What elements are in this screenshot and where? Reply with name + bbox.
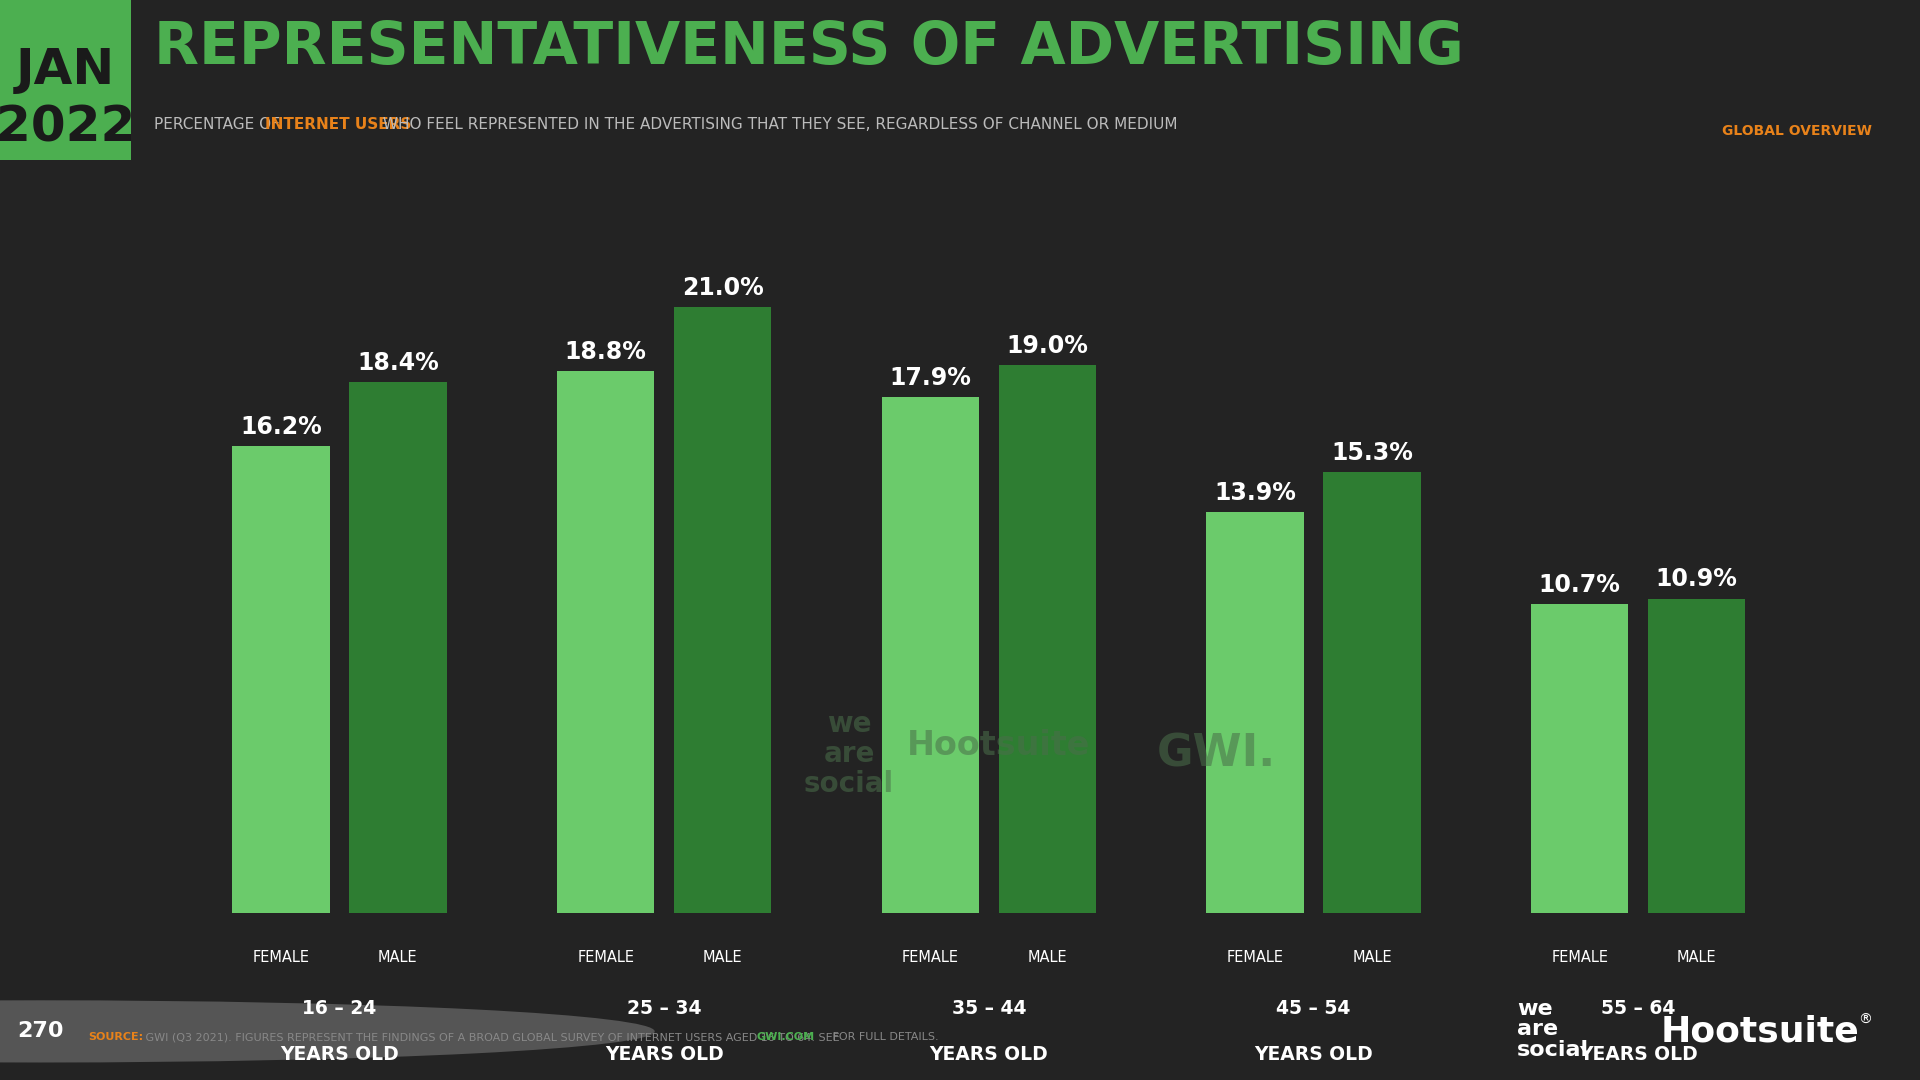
Text: 15.3%: 15.3% [1331, 441, 1413, 464]
Text: INTERNET USERS: INTERNET USERS [265, 117, 411, 132]
Bar [1206, 512, 1304, 913]
Bar [1647, 598, 1745, 913]
Text: 16.2%: 16.2% [240, 415, 323, 438]
Text: 10.9%: 10.9% [1655, 567, 1738, 592]
Text: 270: 270 [17, 1022, 63, 1041]
Text: YEARS OLD: YEARS OLD [1578, 1045, 1697, 1064]
Text: PERCENTAGE OF: PERCENTAGE OF [154, 117, 284, 132]
Text: 21.0%: 21.0% [682, 276, 764, 300]
Text: FEMALE: FEMALE [252, 950, 309, 966]
Text: ®: ® [1859, 1013, 1872, 1027]
Text: GWI.COM: GWI.COM [756, 1032, 814, 1042]
Text: MALE: MALE [1027, 950, 1068, 966]
Text: 13.9%: 13.9% [1213, 481, 1296, 504]
Bar [557, 370, 655, 913]
Bar [881, 396, 979, 913]
Bar [0, 0, 131, 160]
Text: FEMALE: FEMALE [1551, 950, 1609, 966]
Text: Hootsuite: Hootsuite [906, 729, 1091, 762]
Text: GLOBAL OVERVIEW: GLOBAL OVERVIEW [1722, 124, 1872, 138]
Text: we
are
social: we are social [1517, 999, 1590, 1061]
Text: GWI (Q3 2021). FIGURES REPRESENT THE FINDINGS OF A BROAD GLOBAL SURVEY OF INTERN: GWI (Q3 2021). FIGURES REPRESENT THE FIN… [142, 1032, 843, 1042]
Circle shape [0, 1000, 655, 1063]
Text: FEMALE: FEMALE [578, 950, 634, 966]
Text: 55 – 64: 55 – 64 [1601, 999, 1676, 1018]
Text: YEARS OLD: YEARS OLD [280, 1045, 399, 1064]
Text: YEARS OLD: YEARS OLD [605, 1045, 724, 1064]
Text: 25 – 34: 25 – 34 [626, 999, 701, 1018]
Text: JAN: JAN [15, 46, 115, 94]
Text: REPRESENTATIVENESS OF ADVERTISING: REPRESENTATIVENESS OF ADVERTISING [154, 19, 1463, 77]
Text: 35 – 44: 35 – 44 [952, 999, 1025, 1018]
Bar [232, 446, 330, 913]
Text: YEARS OLD: YEARS OLD [1254, 1045, 1373, 1064]
Text: 18.4%: 18.4% [357, 351, 438, 375]
Bar [1323, 472, 1421, 913]
Bar [998, 365, 1096, 913]
Text: MALE: MALE [703, 950, 743, 966]
Text: FEMALE: FEMALE [1227, 950, 1284, 966]
Text: 19.0%: 19.0% [1006, 334, 1089, 357]
Text: GWI.: GWI. [1156, 732, 1275, 775]
Text: SOURCE:: SOURCE: [88, 1032, 144, 1042]
Text: 10.7%: 10.7% [1538, 573, 1620, 597]
Text: 16 – 24: 16 – 24 [301, 999, 376, 1018]
Text: Hootsuite: Hootsuite [1661, 1014, 1860, 1049]
Text: FOR FULL DETAILS.: FOR FULL DETAILS. [829, 1032, 939, 1042]
Text: 2022: 2022 [0, 104, 134, 152]
Text: MALE: MALE [1676, 950, 1716, 966]
Bar [674, 308, 772, 913]
Text: MALE: MALE [378, 950, 419, 966]
Text: FEMALE: FEMALE [902, 950, 958, 966]
Bar [1530, 605, 1628, 913]
Text: YEARS OLD: YEARS OLD [929, 1045, 1048, 1064]
Text: 18.8%: 18.8% [564, 340, 647, 364]
Text: WHO FEEL REPRESENTED IN THE ADVERTISING THAT THEY SEE, REGARDLESS OF CHANNEL OR : WHO FEEL REPRESENTED IN THE ADVERTISING … [378, 117, 1177, 132]
Text: MALE: MALE [1352, 950, 1392, 966]
Text: we
are
social: we are social [804, 710, 895, 798]
Text: 17.9%: 17.9% [889, 366, 972, 390]
Bar [349, 382, 447, 913]
Text: 45 – 54: 45 – 54 [1277, 999, 1350, 1018]
